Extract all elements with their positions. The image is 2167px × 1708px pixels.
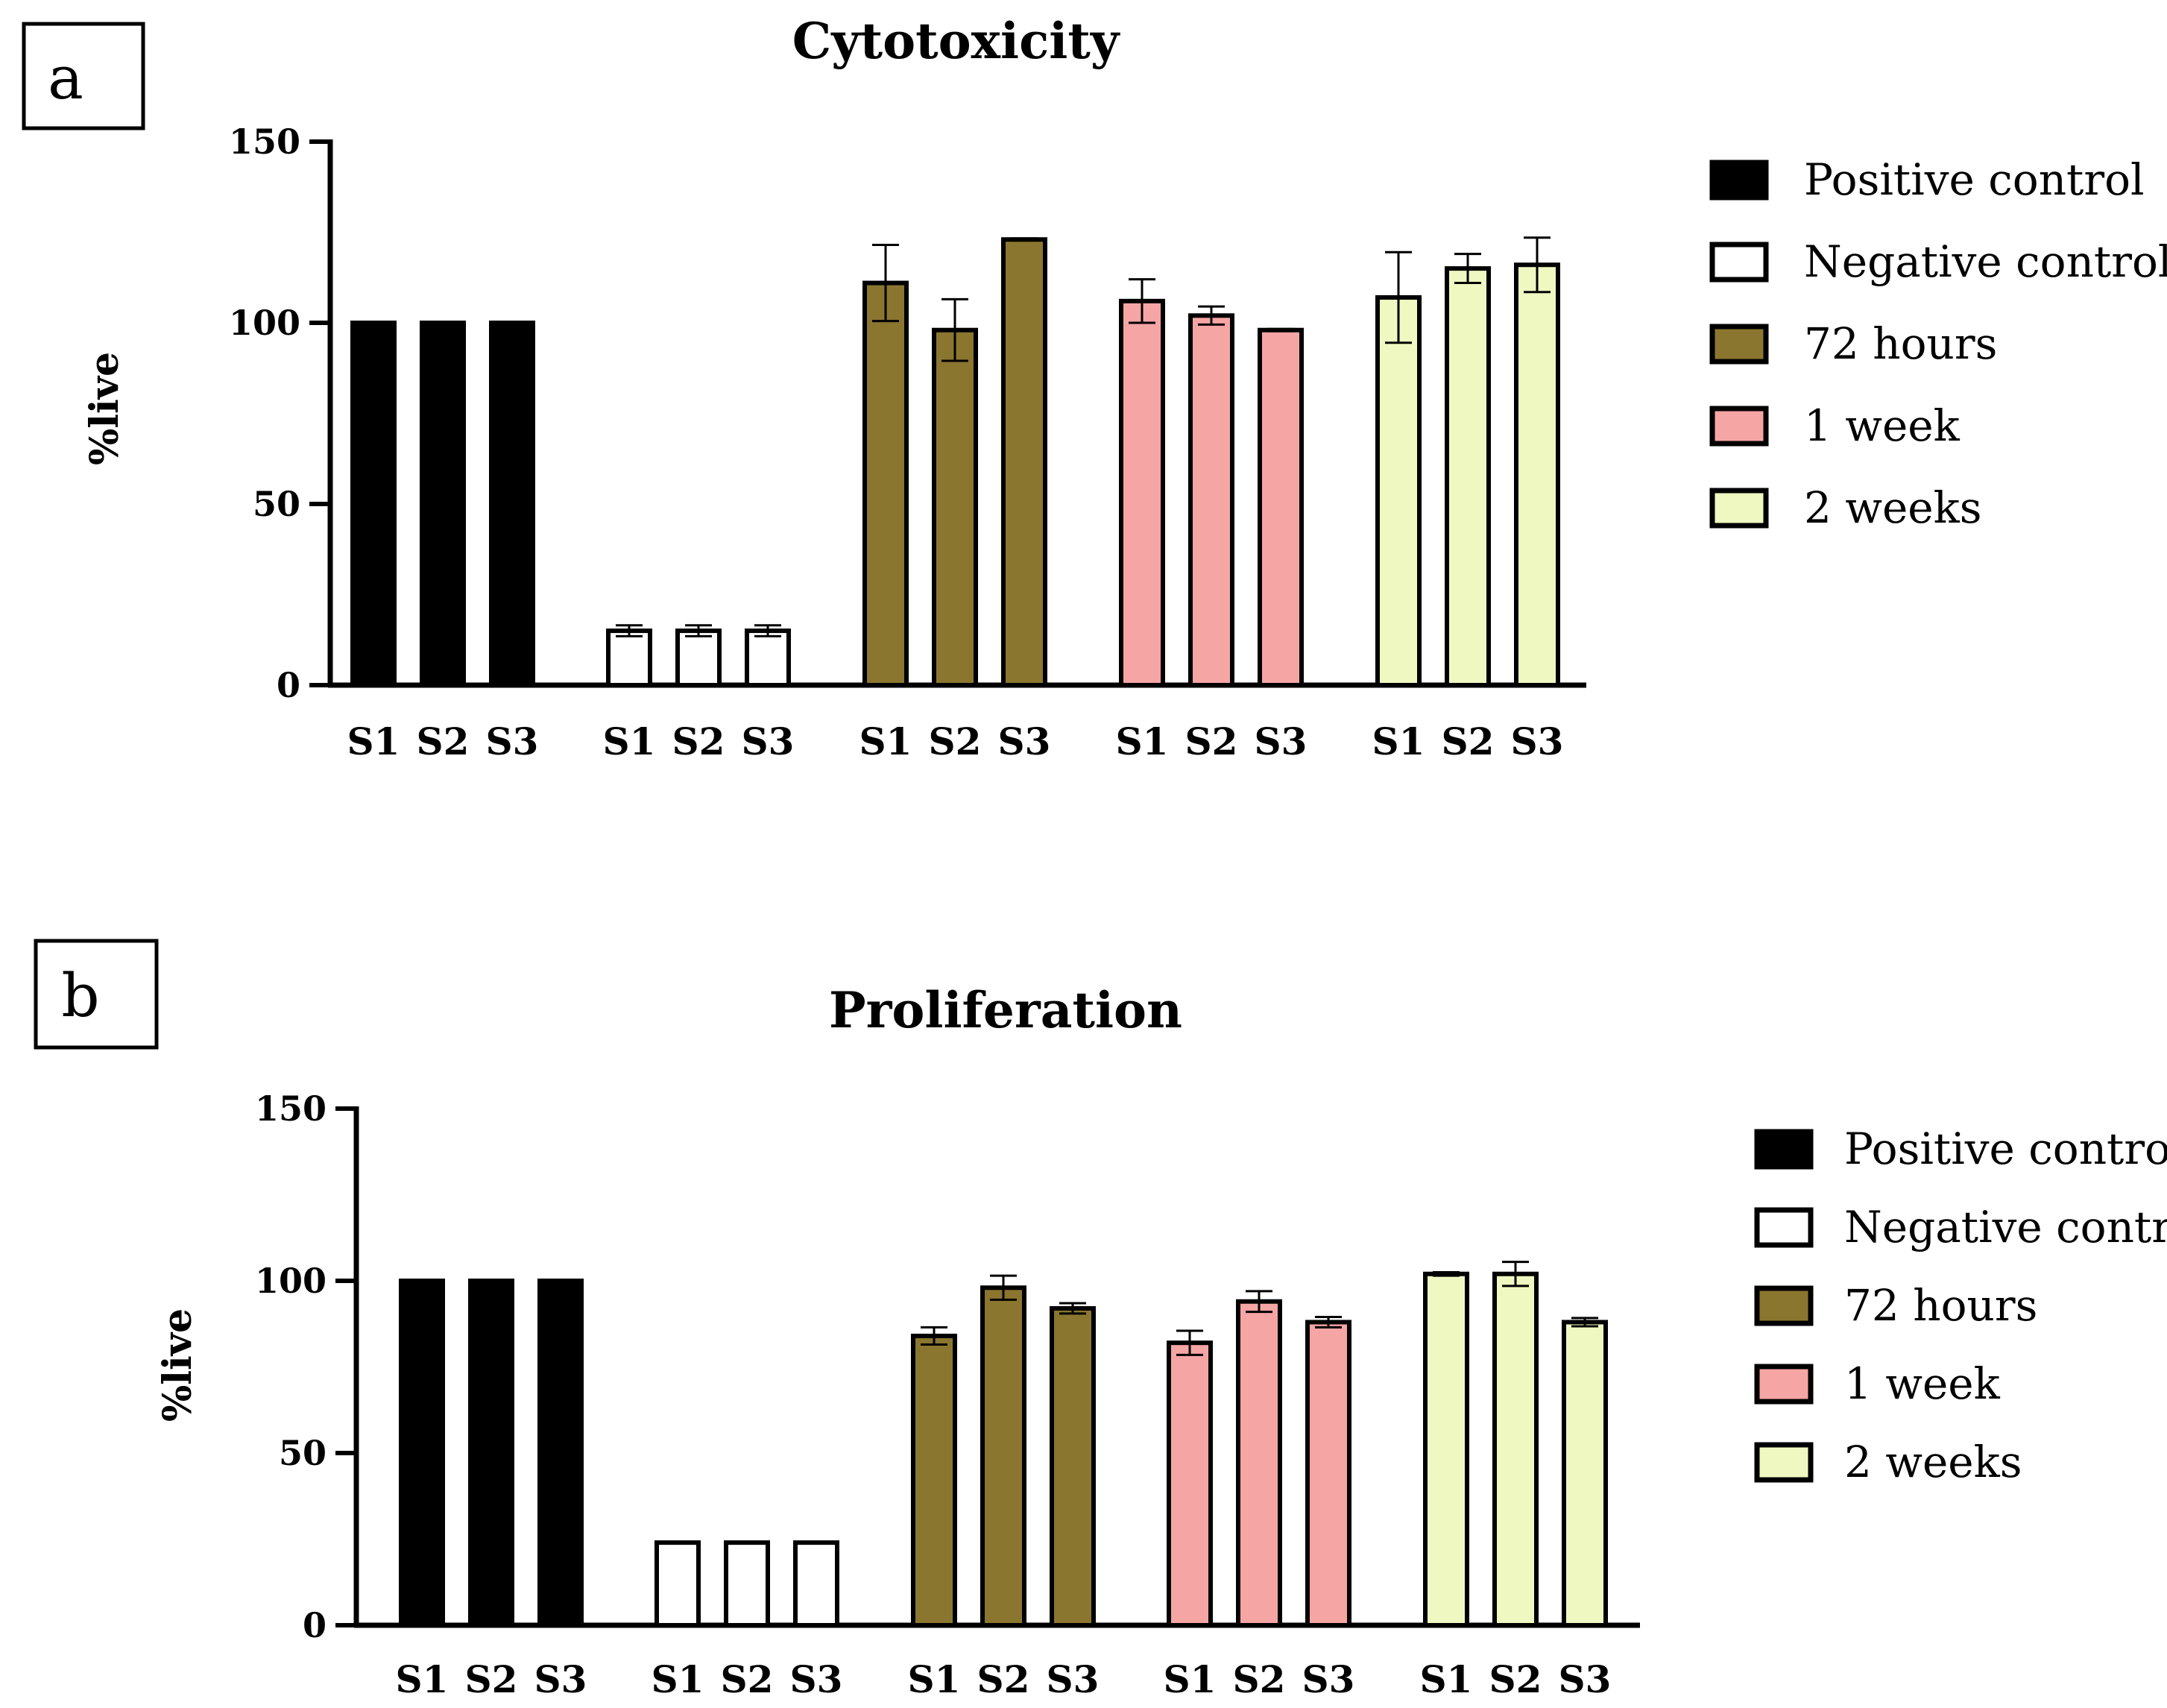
legend-label-h72: 72 hours	[1804, 318, 1997, 369]
y-tick-label: 0	[303, 1605, 327, 1645]
legend-label-h72: 72 hours	[1844, 1280, 2037, 1331]
chart-title: Cytotoxicity	[792, 12, 1120, 70]
y-tick-label: 50	[279, 1433, 327, 1473]
bar-positive_control-S1	[350, 321, 397, 687]
panel-label-box	[22, 22, 145, 130]
panel-label-box	[34, 939, 159, 1050]
legend-swatch-negative_control	[1709, 242, 1769, 283]
chart-title: Proliferation	[829, 981, 1182, 1039]
bar-negative_control-S2	[724, 1540, 770, 1628]
bar-positive_control-S3	[537, 1279, 584, 1627]
legend-swatch-w2	[1754, 1442, 1814, 1483]
y-tick-label: 50	[253, 484, 300, 524]
x-tick-label: S1	[347, 719, 400, 763]
x-tick-label: S1	[908, 1657, 961, 1701]
x-tick-label: S3	[1047, 1657, 1100, 1701]
bar-positive_control-S1	[399, 1279, 445, 1627]
bar-w1-S3	[1305, 1320, 1351, 1627]
legend-swatch-negative_control	[1754, 1207, 1814, 1248]
x-tick-label: S2	[977, 1657, 1030, 1701]
bar-w1-S1	[1119, 298, 1165, 687]
legend-swatch-w2	[1709, 488, 1769, 529]
x-tick-label: S1	[859, 719, 912, 763]
y-tick-label: 100	[229, 303, 300, 343]
bar-w2-S3	[1514, 262, 1560, 687]
legend-label-w2: 2 weeks	[1804, 482, 1982, 533]
x-tick-label: S1	[1372, 719, 1425, 763]
x-tick-label: S2	[465, 1657, 518, 1701]
y-tick-label: 100	[255, 1261, 327, 1301]
panel-label: a	[48, 43, 83, 113]
bar-positive_control-S2	[468, 1279, 514, 1627]
x-tick-label: S1	[1420, 1657, 1473, 1701]
panel-label: b	[61, 961, 99, 1030]
legend-label-positive_control: Positive control	[1844, 1124, 2167, 1174]
legend-label-negative_control: Negative control	[1844, 1202, 2167, 1252]
bar-negative_control-S2	[675, 628, 722, 687]
x-tick-label: S3	[998, 719, 1051, 763]
x-tick-label: S2	[417, 719, 470, 763]
bar-w2-S2	[1445, 266, 1491, 688]
bar-positive_control-S3	[489, 321, 535, 687]
bar-w2-S1	[1423, 1271, 1469, 1627]
x-tick-label: S1	[1164, 1657, 1217, 1701]
x-tick-label: S3	[742, 719, 795, 763]
bar-h72-S3	[1050, 1305, 1096, 1627]
bar-h72-S1	[862, 280, 909, 688]
x-tick-label: S3	[1255, 719, 1308, 763]
bar-w1-S2	[1188, 313, 1234, 687]
bar-h72-S2	[980, 1285, 1026, 1627]
x-tick-label: S3	[1511, 719, 1564, 763]
y-axis-label: %live	[82, 352, 127, 465]
x-tick-label: S2	[1442, 719, 1495, 763]
legend-swatch-w1	[1754, 1364, 1814, 1405]
y-tick-label: 150	[255, 1088, 327, 1129]
x-tick-label: S3	[486, 719, 539, 763]
bar-w1-S2	[1236, 1299, 1282, 1627]
bar-positive_control-S2	[420, 321, 466, 687]
bar-negative_control-S3	[745, 628, 791, 687]
legend-swatch-h72	[1754, 1285, 1814, 1326]
legend-label-positive_control: Positive control	[1804, 154, 2145, 205]
bar-h72-S1	[911, 1333, 957, 1628]
legend-label-w2: 2 weeks	[1844, 1437, 2022, 1487]
bar-w1-S3	[1258, 327, 1304, 687]
bar-w1-S1	[1167, 1340, 1213, 1628]
legend-label-w1: 1 week	[1804, 400, 1961, 451]
legend-swatch-positive_control	[1709, 160, 1769, 201]
y-tick-label: 150	[229, 122, 300, 162]
bar-negative_control-S1	[654, 1540, 701, 1628]
legend-label-negative_control: Negative control	[1804, 236, 2167, 287]
x-tick-label: S2	[1233, 1657, 1286, 1701]
x-tick-label: S1	[1116, 719, 1169, 763]
bar-negative_control-S3	[793, 1540, 839, 1628]
legend-swatch-positive_control	[1754, 1129, 1814, 1170]
x-tick-label: S3	[1559, 1657, 1612, 1701]
bar-w2-S3	[1562, 1320, 1608, 1627]
x-tick-label: S2	[1185, 719, 1238, 763]
y-tick-label: 0	[277, 665, 300, 705]
bar-w2-S2	[1492, 1271, 1539, 1627]
x-tick-label: S2	[1489, 1657, 1542, 1701]
x-tick-label: S2	[672, 719, 725, 763]
x-tick-label: S1	[652, 1657, 704, 1701]
bar-h72-S3	[1001, 237, 1047, 688]
x-tick-label: S3	[1302, 1657, 1355, 1701]
legend-swatch-h72	[1709, 324, 1769, 365]
legend-label-w1: 1 week	[1844, 1358, 2001, 1409]
x-tick-label: S3	[534, 1657, 587, 1701]
legend-swatch-w1	[1709, 406, 1769, 447]
bar-negative_control-S1	[606, 628, 652, 687]
x-tick-label: S2	[929, 719, 982, 763]
x-tick-label: S2	[721, 1657, 774, 1701]
x-tick-label: S1	[603, 719, 656, 763]
bar-h72-S2	[932, 327, 978, 687]
bar-w2-S1	[1375, 294, 1422, 688]
x-tick-label: S3	[790, 1657, 843, 1701]
chart-panel-a: a Cytotoxicity %live 0 50 100 150 S1 S2 S3 S1 S2 S3 S…	[22, 12, 2167, 763]
chart-panel-b: b Proliferation %live 0 50 100 150 S1 S2 S3 S1 S2 S3…	[34, 939, 2167, 1701]
y-axis-label: %live	[155, 1308, 201, 1422]
x-tick-label: S1	[396, 1657, 449, 1701]
